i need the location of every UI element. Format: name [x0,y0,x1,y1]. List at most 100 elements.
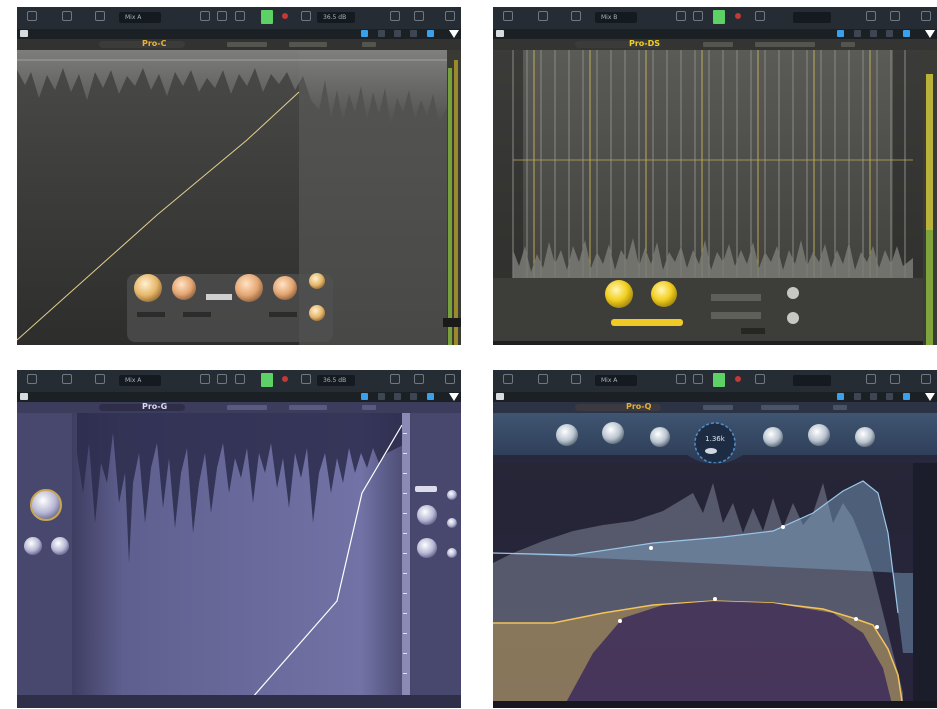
piano-view-button[interactable] [870,393,877,400]
collapse-icon[interactable] [449,393,459,401]
record-icon[interactable] [735,13,741,19]
plugin-logo [575,41,661,48]
plugin-name: Pro-DS [629,39,661,48]
metronome-icon[interactable] [235,374,245,384]
mixer-icon[interactable] [538,374,548,384]
preset-field[interactable]: Mix A [119,375,161,386]
export-icon[interactable] [390,374,400,384]
record-icon[interactable] [282,13,288,19]
plugin-view-button[interactable] [837,393,844,400]
list-icon[interactable] [95,374,105,384]
export-icon[interactable] [866,374,876,384]
edit-view-button[interactable] [886,393,893,400]
grid-icon[interactable] [503,374,513,384]
tempo-icon[interactable] [301,374,311,384]
plugin-name: Pro-Q [626,402,652,411]
help-dropdown[interactable] [833,405,847,410]
share-icon[interactable] [890,374,900,384]
ab-dropdown[interactable] [755,42,815,47]
ab-dropdown[interactable] [289,42,327,47]
loop-icon[interactable] [676,374,686,384]
export-icon[interactable] [866,11,876,21]
help-dropdown[interactable] [362,405,376,410]
ab-dropdown[interactable] [289,405,327,410]
mixer-view-button[interactable] [378,30,385,37]
panel-bottom-left-gate: Mix A 36.5 dB Pro-G [17,370,461,708]
play-button[interactable] [261,373,273,387]
back-icon[interactable] [496,393,504,400]
list-icon[interactable] [571,374,581,384]
settings-icon[interactable] [921,11,931,21]
grid-icon[interactable] [27,374,37,384]
settings-icon[interactable] [445,374,455,384]
share-icon[interactable] [414,11,424,21]
mixer-icon[interactable] [62,11,72,21]
collapse-icon[interactable] [925,30,935,38]
grid-icon[interactable] [503,11,513,21]
plugin-view-button[interactable] [837,30,844,37]
loop-icon[interactable] [200,374,210,384]
collapse-icon[interactable] [449,30,459,38]
list-icon[interactable] [95,11,105,21]
gate-display [17,413,461,708]
zoom-field[interactable] [793,12,831,23]
play-button[interactable] [713,373,725,387]
plugin-view-button[interactable] [361,393,368,400]
edit-view-button[interactable] [410,393,417,400]
list-icon[interactable] [571,11,581,21]
plugin-view-button[interactable] [361,30,368,37]
grid-icon[interactable] [27,11,37,21]
zoom-field[interactable]: 36.5 dB [317,375,355,386]
preset-dropdown[interactable] [703,405,733,410]
tempo-icon[interactable] [755,11,765,21]
share-icon[interactable] [890,11,900,21]
rewind-icon[interactable] [693,11,703,21]
piano-view-button[interactable] [394,393,401,400]
preset-dropdown[interactable] [227,42,267,47]
rewind-icon[interactable] [217,11,227,21]
rewind-icon[interactable] [217,374,227,384]
export-icon[interactable] [390,11,400,21]
settings-icon[interactable] [445,11,455,21]
ab-dropdown[interactable] [761,405,799,410]
mixer-view-button[interactable] [378,393,385,400]
metronome-icon[interactable] [235,11,245,21]
mixer-icon[interactable] [62,374,72,384]
share-icon[interactable] [414,374,424,384]
record-icon[interactable] [735,376,741,382]
help-dropdown[interactable] [841,42,855,47]
settings-icon[interactable] [921,374,931,384]
edit-view-button[interactable] [410,30,417,37]
edit-view-button[interactable] [886,30,893,37]
back-icon[interactable] [20,393,28,400]
preset-field[interactable]: Mix B [595,12,637,23]
tempo-icon[interactable] [755,374,765,384]
play-button[interactable] [261,10,273,24]
fx-view-button[interactable] [427,393,434,400]
daw-top-toolbar: Mix A 36.5 dB [17,7,461,29]
preset-dropdown[interactable] [227,405,267,410]
piano-view-button[interactable] [394,30,401,37]
record-icon[interactable] [282,376,288,382]
play-button[interactable] [713,10,725,24]
fx-view-button[interactable] [903,393,910,400]
loop-icon[interactable] [676,11,686,21]
mixer-icon[interactable] [538,11,548,21]
mixer-view-button[interactable] [854,393,861,400]
preset-field[interactable]: Mix A [595,375,637,386]
zoom-field[interactable] [793,375,831,386]
zoom-field[interactable]: 36.5 dB [317,12,355,23]
rewind-icon[interactable] [693,374,703,384]
tempo-icon[interactable] [301,11,311,21]
fx-view-button[interactable] [903,30,910,37]
fx-view-button[interactable] [427,30,434,37]
preset-dropdown[interactable] [703,42,733,47]
back-icon[interactable] [496,30,504,37]
preset-field[interactable]: Mix A [119,12,161,23]
back-icon[interactable] [20,30,28,37]
loop-icon[interactable] [200,11,210,21]
mixer-view-button[interactable] [854,30,861,37]
collapse-icon[interactable] [925,393,935,401]
help-dropdown[interactable] [362,42,376,47]
piano-view-button[interactable] [870,30,877,37]
